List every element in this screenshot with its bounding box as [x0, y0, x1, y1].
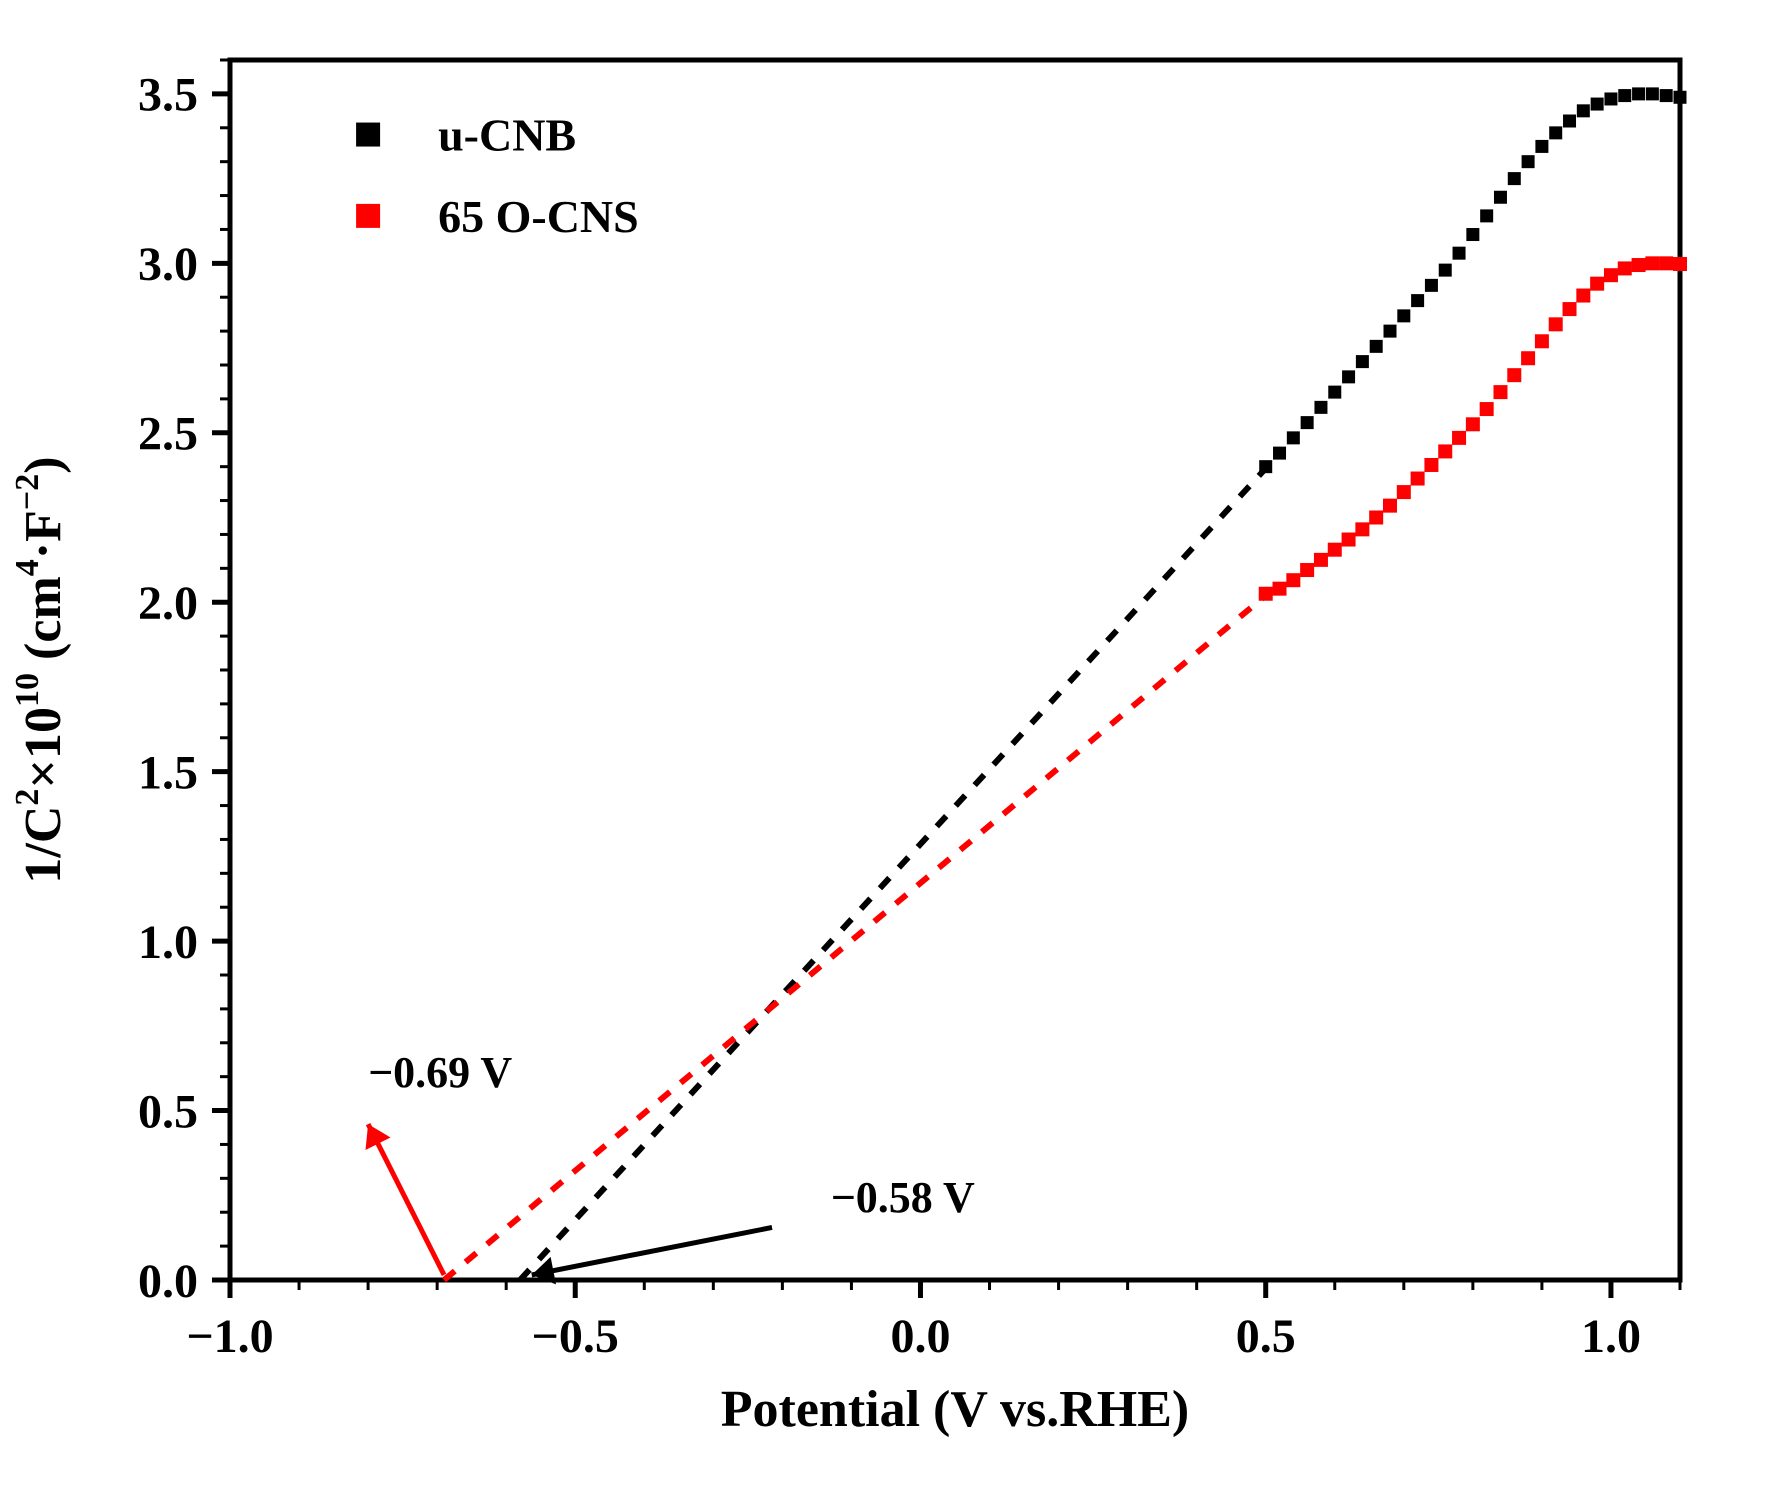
data-marker — [1314, 553, 1328, 567]
data-marker — [1439, 264, 1452, 277]
x-tick-label: −1.0 — [186, 1310, 273, 1363]
data-marker — [1411, 472, 1425, 486]
data-marker — [1494, 191, 1507, 204]
data-marker — [1286, 573, 1300, 587]
x-tick-label: 1.0 — [1581, 1310, 1641, 1363]
x-axis-label: Potential (V vs.RHE) — [721, 1381, 1189, 1438]
y-tick-label: 0.5 — [138, 1085, 198, 1138]
data-marker — [1618, 261, 1632, 275]
data-marker — [1577, 104, 1590, 117]
legend-label: 65 O-CNS — [438, 191, 639, 242]
data-marker — [1424, 458, 1438, 472]
data-marker — [1384, 325, 1397, 338]
legend-label: u-CNB — [438, 110, 576, 161]
data-marker — [1328, 386, 1341, 399]
data-marker — [1466, 228, 1479, 241]
y-axis-label: 1/C2×1010 (cm4·F−2) — [9, 456, 72, 883]
y-tick-label: 3.0 — [138, 238, 198, 291]
data-marker — [1535, 140, 1548, 153]
data-marker — [1397, 485, 1411, 499]
data-marker — [1576, 289, 1590, 303]
data-marker — [1342, 370, 1355, 383]
data-marker — [1466, 417, 1480, 431]
y-tick-label: 2.5 — [138, 408, 198, 461]
data-marker — [1674, 91, 1687, 104]
data-marker — [1521, 351, 1535, 365]
data-marker — [1369, 511, 1383, 525]
data-marker — [1273, 582, 1287, 596]
data-marker — [1452, 431, 1466, 445]
data-marker — [1632, 87, 1645, 100]
label-minus-0-58: −0.58 V — [831, 1173, 975, 1222]
data-marker — [1480, 402, 1494, 416]
data-marker — [1355, 522, 1369, 536]
y-tick-label: 0.0 — [138, 1255, 198, 1308]
data-marker — [1301, 416, 1314, 429]
y-tick-label: 1.5 — [138, 746, 198, 799]
data-marker — [1493, 385, 1507, 399]
data-marker — [1646, 87, 1659, 100]
y-tick-label: 1.0 — [138, 916, 198, 969]
data-marker — [1328, 543, 1342, 557]
data-marker — [1383, 499, 1397, 513]
data-marker — [1259, 460, 1272, 473]
data-marker — [1632, 258, 1646, 272]
x-tick-label: −0.5 — [532, 1310, 619, 1363]
data-marker — [1563, 302, 1577, 316]
data-marker — [1590, 277, 1604, 291]
data-marker — [1673, 257, 1687, 271]
legend-marker — [356, 123, 380, 147]
data-marker — [1259, 587, 1273, 601]
data-marker — [1563, 115, 1576, 128]
data-marker — [1273, 447, 1286, 460]
y-tick-label: 2.0 — [138, 577, 198, 630]
x-tick-label: 0.5 — [1236, 1310, 1296, 1363]
data-marker — [1659, 256, 1673, 270]
data-marker — [1507, 368, 1521, 382]
data-marker — [1480, 209, 1493, 222]
data-marker — [1411, 294, 1424, 307]
data-marker — [1356, 355, 1369, 368]
data-marker — [1604, 268, 1618, 282]
data-marker — [1645, 256, 1659, 270]
data-marker — [1618, 89, 1631, 102]
data-marker — [1453, 247, 1466, 260]
data-marker — [1300, 563, 1314, 577]
data-marker — [1549, 317, 1563, 331]
data-marker — [1604, 92, 1617, 105]
data-marker — [1535, 334, 1549, 348]
mott-schottky-chart: −1.0 −0.5 0.0 0.5 1.0 0.0 0.5 1.0 1.5 2.0 2.5 3.0 3.… — [0, 0, 1777, 1489]
data-marker — [1522, 155, 1535, 168]
data-marker — [1591, 98, 1604, 111]
data-marker — [1314, 401, 1327, 414]
legend-marker — [356, 204, 380, 228]
data-marker — [1549, 126, 1562, 139]
data-marker — [1370, 340, 1383, 353]
data-marker — [1660, 89, 1673, 102]
label-minus-0-69: −0.69 V — [368, 1048, 512, 1097]
data-marker — [1397, 309, 1410, 322]
data-marker — [1342, 533, 1356, 547]
data-marker — [1438, 444, 1452, 458]
data-marker — [1508, 172, 1521, 185]
chart-background — [0, 0, 1777, 1489]
data-marker — [1287, 431, 1300, 444]
x-tick-label: 0.0 — [890, 1310, 950, 1363]
y-tick-label: 3.5 — [138, 69, 198, 122]
data-marker — [1425, 279, 1438, 292]
chart-svg: −1.0 −0.5 0.0 0.5 1.0 0.0 0.5 1.0 1.5 2.0 2.5 3.0 3.… — [0, 0, 1777, 1489]
